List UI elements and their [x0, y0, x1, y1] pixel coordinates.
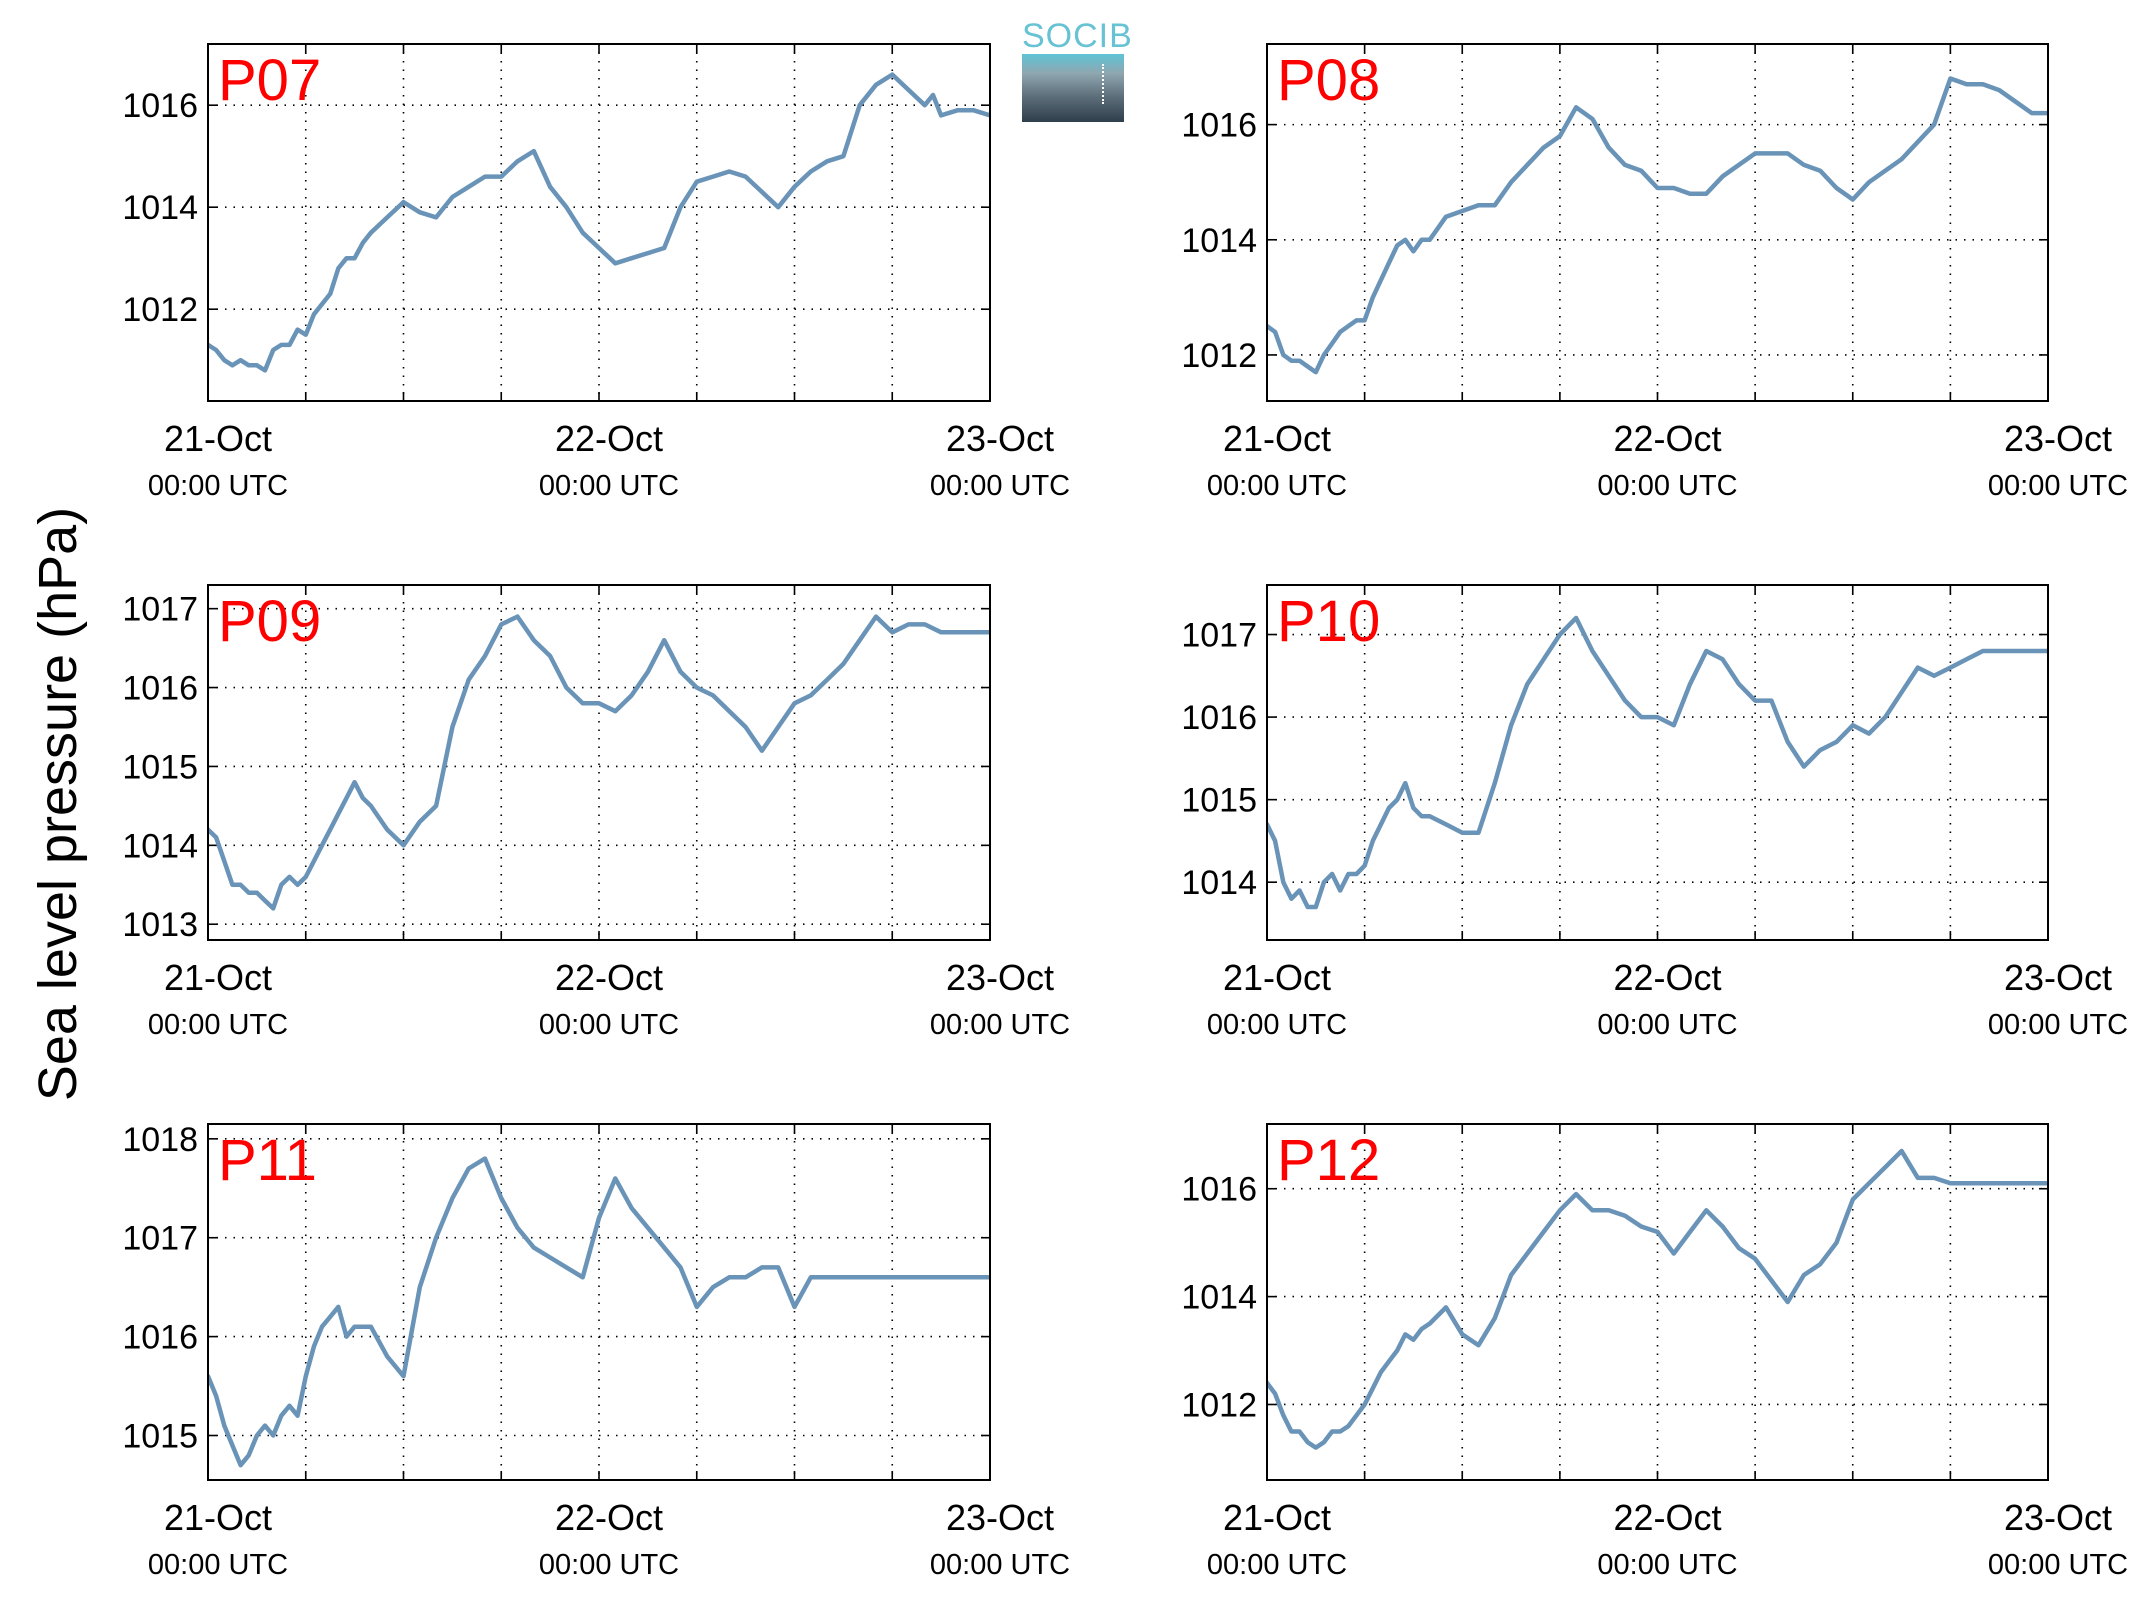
x-tick-label-date: 21-Oct — [1223, 1497, 1331, 1538]
x-tick-label-date: 21-Oct — [164, 418, 272, 459]
x-tick-label-time: 00:00 UTC — [930, 1009, 1070, 1041]
x-tick-label-date: 23-Oct — [946, 418, 1054, 459]
x-tick-label-time: 00:00 UTC — [1207, 1549, 1347, 1581]
x-tick-label-time: 00:00 UTC — [930, 1549, 1070, 1581]
panel-title: P07 — [218, 48, 321, 113]
panel-p07: 1012 1014 1016 21-Oct 00:00 UTC 22-Oct 00:00 U… — [122, 43, 1070, 502]
x-tick-label-date: 23-Oct — [946, 1497, 1054, 1538]
axes-frame — [1266, 43, 2049, 402]
axes-frame — [207, 1123, 991, 1481]
x-tick-label-date: 22-Oct — [1613, 418, 1721, 459]
x-tick-label-time: 00:00 UTC — [1207, 470, 1347, 502]
x-tick-label-time: 00:00 UTC — [1207, 1009, 1347, 1041]
y-tick-label: 1012 — [1181, 1386, 1257, 1424]
y-tick-label: 1016 — [1181, 699, 1257, 737]
series-line — [1267, 615, 2048, 910]
panel-title: P08 — [1277, 48, 1380, 113]
axes-frame — [1266, 1123, 2049, 1481]
logo-graphic — [1022, 54, 1124, 122]
logo-text: SOCIB — [1022, 17, 1133, 55]
x-tick-label-time: 00:00 UTC — [148, 470, 288, 502]
x-tick-label-time: 00:00 UTC — [1597, 470, 1737, 502]
y-tick-label: 1018 — [122, 1121, 198, 1159]
x-tick-label-time: 00:00 UTC — [1988, 1549, 2128, 1581]
x-tick-label-time: 00:00 UTC — [1988, 1009, 2128, 1041]
socib-logo: SOCIB — [1022, 17, 1133, 122]
panel-p08: 1012 1014 1016 21-Oct 00:00 UTC 22-Oct 00:00 U… — [1181, 43, 2128, 502]
y-tick-label: 1014 — [122, 827, 198, 865]
y-tick-label: 1014 — [1181, 1279, 1257, 1317]
series-line — [1267, 76, 2048, 375]
x-tick-label-date: 22-Oct — [555, 1497, 663, 1538]
panel-p11: 1015 1016 1017 1018 21-Oct 00:00 UTC 22-Oct 00:… — [122, 1121, 1070, 1581]
y-tick-label: 1016 — [1181, 107, 1257, 145]
panel-title: P09 — [218, 589, 321, 654]
x-tick-label-date: 23-Oct — [2004, 1497, 2112, 1538]
panel-p10: 1014 1015 1016 1017 21-Oct 00:00 UTC 22-Oct 00:… — [1181, 584, 2128, 1041]
x-tick-label-time: 00:00 UTC — [148, 1009, 288, 1041]
axes-frame — [207, 43, 991, 402]
y-tick-label: 1017 — [1181, 617, 1257, 655]
x-tick-label-date: 22-Oct — [555, 418, 663, 459]
panel-p09: 1013 1014 1015 1016 1017 21-Oct 00:00 UTC 22-Oc… — [122, 584, 1070, 1041]
x-tick-label-date: 21-Oct — [1223, 418, 1331, 459]
x-tick-label-date: 21-Oct — [164, 1497, 272, 1538]
x-tick-label-date: 22-Oct — [555, 957, 663, 998]
panel-title: P12 — [1277, 1128, 1380, 1193]
y-tick-label: 1012 — [122, 291, 198, 329]
x-tick-label-time: 00:00 UTC — [539, 470, 679, 502]
series-line — [208, 72, 990, 373]
y-tick-label: 1017 — [122, 591, 198, 629]
y-tick-label: 1016 — [122, 670, 198, 708]
x-tick-label-date: 22-Oct — [1613, 1497, 1721, 1538]
series-line — [208, 1156, 990, 1468]
y-tick-label: 1015 — [1181, 782, 1257, 820]
y-tick-label: 1014 — [122, 189, 198, 227]
x-tick-label-time: 00:00 UTC — [1597, 1549, 1737, 1581]
y-tick-label: 1015 — [122, 1418, 198, 1456]
y-tick-label: 1017 — [122, 1220, 198, 1258]
x-tick-label-date: 23-Oct — [2004, 957, 2112, 998]
panel-title: P11 — [218, 1128, 317, 1193]
y-tick-label: 1016 — [122, 1319, 198, 1357]
panel-p12: 1012 1014 1016 21-Oct 00:00 UTC 22-Oct 00:00 U… — [1181, 1123, 2128, 1581]
y-axis-label: Sea level pressure (hPa) — [28, 506, 88, 1102]
x-tick-label-date: 21-Oct — [164, 957, 272, 998]
x-tick-label-date: 21-Oct — [1223, 957, 1331, 998]
axes-frame — [1266, 584, 2049, 941]
y-tick-label: 1012 — [1181, 337, 1257, 375]
x-tick-label-time: 00:00 UTC — [1597, 1009, 1737, 1041]
x-tick-label-date: 23-Oct — [2004, 418, 2112, 459]
y-tick-label: 1016 — [1181, 1171, 1257, 1209]
x-tick-label-time: 00:00 UTC — [539, 1009, 679, 1041]
y-tick-label: 1016 — [122, 87, 198, 125]
x-tick-label-time: 00:00 UTC — [1988, 470, 2128, 502]
x-tick-label-date: 23-Oct — [946, 957, 1054, 998]
x-tick-label-time: 00:00 UTC — [539, 1549, 679, 1581]
series-line — [208, 614, 990, 911]
x-tick-label-date: 22-Oct — [1613, 957, 1721, 998]
y-tick-label: 1015 — [122, 748, 198, 786]
x-tick-label-time: 00:00 UTC — [148, 1549, 288, 1581]
x-tick-label-time: 00:00 UTC — [930, 470, 1070, 502]
y-tick-label: 1013 — [122, 906, 198, 944]
series-line — [1267, 1148, 2048, 1450]
axes-frame — [207, 584, 991, 941]
y-tick-label: 1014 — [1181, 864, 1257, 902]
y-tick-label: 1014 — [1181, 222, 1257, 260]
panel-title: P10 — [1277, 589, 1380, 654]
